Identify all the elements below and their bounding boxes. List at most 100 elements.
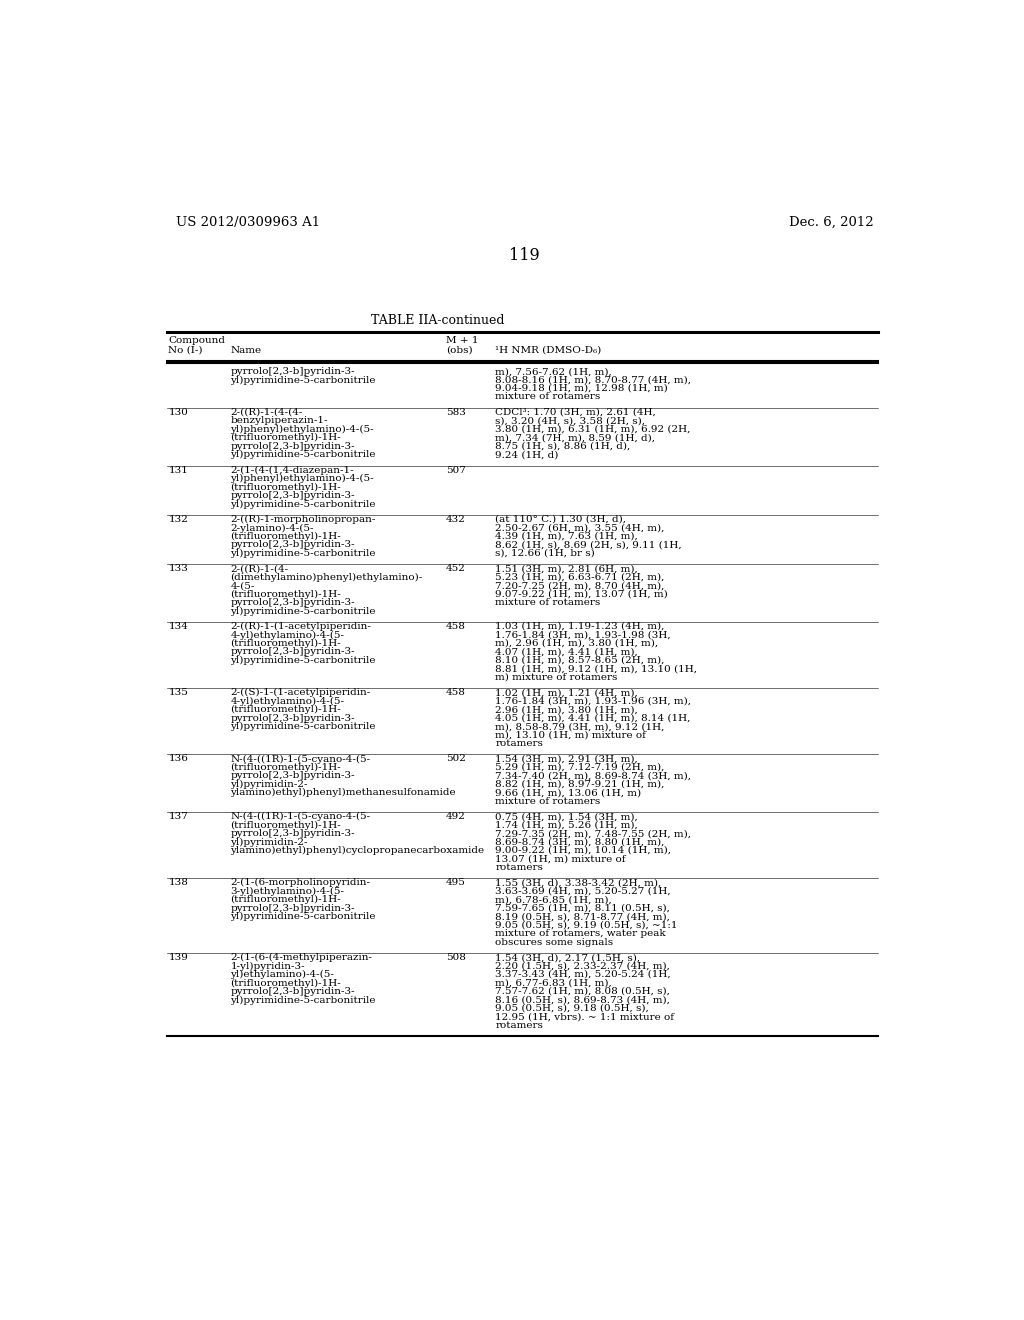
Text: 495: 495 bbox=[445, 878, 466, 887]
Text: m), 2.96 (1H, m), 3.80 (1H, m),: m), 2.96 (1H, m), 3.80 (1H, m), bbox=[496, 639, 658, 648]
Text: 2-((R)-1-morpholinopropan-: 2-((R)-1-morpholinopropan- bbox=[230, 515, 376, 524]
Text: 452: 452 bbox=[445, 564, 466, 573]
Text: 8.62 (1H, s), 8.69 (2H, s), 9.11 (1H,: 8.62 (1H, s), 8.69 (2H, s), 9.11 (1H, bbox=[496, 540, 682, 549]
Text: (obs): (obs) bbox=[445, 346, 472, 355]
Text: yl)pyrimidin-2-: yl)pyrimidin-2- bbox=[230, 838, 308, 846]
Text: 2-((R)-1-(4-(4-: 2-((R)-1-(4-(4- bbox=[230, 408, 303, 417]
Text: m), 8.58-8.79 (3H, m), 9.12 (1H,: m), 8.58-8.79 (3H, m), 9.12 (1H, bbox=[496, 722, 665, 731]
Text: 2-(1-(6-(4-methylpiperazin-: 2-(1-(6-(4-methylpiperazin- bbox=[230, 953, 373, 962]
Text: pyrrolo[2,3-b]pyridin-3-: pyrrolo[2,3-b]pyridin-3- bbox=[230, 987, 355, 995]
Text: (trifluoromethyl)-1H-: (trifluoromethyl)-1H- bbox=[230, 978, 341, 987]
Text: yl)phenyl)ethylamino)-4-(5-: yl)phenyl)ethylamino)-4-(5- bbox=[230, 425, 374, 434]
Text: No (I-): No (I-) bbox=[168, 346, 203, 355]
Text: 4-(5-: 4-(5- bbox=[230, 581, 255, 590]
Text: 131: 131 bbox=[168, 466, 188, 475]
Text: 492: 492 bbox=[445, 812, 466, 821]
Text: (trifluoromethyl)-1H-: (trifluoromethyl)-1H- bbox=[230, 590, 341, 599]
Text: (at 110° C.) 1.30 (3H, d),: (at 110° C.) 1.30 (3H, d), bbox=[496, 515, 627, 524]
Text: 7.29-7.35 (2H, m), 7.48-7.55 (2H, m),: 7.29-7.35 (2H, m), 7.48-7.55 (2H, m), bbox=[496, 829, 691, 838]
Text: US 2012/0309963 A1: US 2012/0309963 A1 bbox=[176, 216, 321, 230]
Text: yl)pyrimidine-5-carbonitrile: yl)pyrimidine-5-carbonitrile bbox=[230, 912, 376, 921]
Text: 9.66 (1H, m), 13.06 (1H, m): 9.66 (1H, m), 13.06 (1H, m) bbox=[496, 788, 641, 797]
Text: ¹H NMR (DMSO-D₆): ¹H NMR (DMSO-D₆) bbox=[496, 346, 602, 355]
Text: 8.19 (0.5H, s), 8.71-8.77 (4H, m),: 8.19 (0.5H, s), 8.71-8.77 (4H, m), bbox=[496, 912, 671, 921]
Text: 136: 136 bbox=[168, 755, 188, 763]
Text: 9.05 (0.5H, s), 9.18 (0.5H, s),: 9.05 (0.5H, s), 9.18 (0.5H, s), bbox=[496, 1003, 649, 1012]
Text: 1.54 (3H, m), 2.91 (3H, m),: 1.54 (3H, m), 2.91 (3H, m), bbox=[496, 755, 638, 763]
Text: 2-(1-(6-morpholinopyridin-: 2-(1-(6-morpholinopyridin- bbox=[230, 878, 371, 887]
Text: s), 12.66 (1H, br s): s), 12.66 (1H, br s) bbox=[496, 549, 595, 558]
Text: TABLE IIA-continued: TABLE IIA-continued bbox=[372, 314, 505, 327]
Text: (trifluoromethyl)-1H-: (trifluoromethyl)-1H- bbox=[230, 639, 341, 648]
Text: obscures some signals: obscures some signals bbox=[496, 937, 613, 946]
Text: pyrrolo[2,3-b]pyridin-3-: pyrrolo[2,3-b]pyridin-3- bbox=[230, 829, 355, 838]
Text: pyrrolo[2,3-b]pyridin-3-: pyrrolo[2,3-b]pyridin-3- bbox=[230, 714, 355, 722]
Text: pyrrolo[2,3-b]pyridin-3-: pyrrolo[2,3-b]pyridin-3- bbox=[230, 491, 355, 500]
Text: yl)pyrimidine-5-carbonitrile: yl)pyrimidine-5-carbonitrile bbox=[230, 656, 376, 665]
Text: 1.76-1.84 (3H, m), 1.93-1.96 (3H, m),: 1.76-1.84 (3H, m), 1.93-1.96 (3H, m), bbox=[496, 697, 691, 706]
Text: 458: 458 bbox=[445, 688, 466, 697]
Text: 0.75 (4H, m), 1.54 (3H, m),: 0.75 (4H, m), 1.54 (3H, m), bbox=[496, 812, 638, 821]
Text: benzylpiperazin-1-: benzylpiperazin-1- bbox=[230, 416, 328, 425]
Text: 2.50-2.67 (6H, m), 3.55 (4H, m),: 2.50-2.67 (6H, m), 3.55 (4H, m), bbox=[496, 524, 665, 532]
Text: ylamino)ethyl)phenyl)methanesulfonamide: ylamino)ethyl)phenyl)methanesulfonamide bbox=[230, 788, 456, 797]
Text: 8.08-8.16 (1H, m), 8.70-8.77 (4H, m),: 8.08-8.16 (1H, m), 8.70-8.77 (4H, m), bbox=[496, 376, 691, 384]
Text: 5.23 (1H, m), 6.63-6.71 (2H, m),: 5.23 (1H, m), 6.63-6.71 (2H, m), bbox=[496, 573, 665, 582]
Text: 1.03 (1H, m), 1.19-1.23 (4H, m),: 1.03 (1H, m), 1.19-1.23 (4H, m), bbox=[496, 622, 665, 631]
Text: (trifluoromethyl)-1H-: (trifluoromethyl)-1H- bbox=[230, 483, 341, 491]
Text: mixture of rotamers: mixture of rotamers bbox=[496, 392, 601, 401]
Text: m), 13.10 (1H, m) mixture of: m), 13.10 (1H, m) mixture of bbox=[496, 730, 646, 739]
Text: 507: 507 bbox=[445, 466, 466, 475]
Text: 8.16 (0.5H, s), 8.69-8.73 (4H, m),: 8.16 (0.5H, s), 8.69-8.73 (4H, m), bbox=[496, 995, 671, 1005]
Text: 4.07 (1H, m), 4.41 (1H, m),: 4.07 (1H, m), 4.41 (1H, m), bbox=[496, 647, 638, 656]
Text: yl)pyrimidine-5-carbonitrile: yl)pyrimidine-5-carbonitrile bbox=[230, 549, 376, 558]
Text: 7.59-7.65 (1H, m), 8.11 (0.5H, s),: 7.59-7.65 (1H, m), 8.11 (0.5H, s), bbox=[496, 904, 671, 912]
Text: 8.82 (1H, m), 8.97-9.21 (1H, m),: 8.82 (1H, m), 8.97-9.21 (1H, m), bbox=[496, 780, 665, 789]
Text: 139: 139 bbox=[168, 953, 188, 962]
Text: 4.05 (1H, m), 4.41 (1H, m), 8.14 (1H,: 4.05 (1H, m), 4.41 (1H, m), 8.14 (1H, bbox=[496, 714, 691, 722]
Text: 8.10 (1H, m), 8.57-8.65 (2H, m),: 8.10 (1H, m), 8.57-8.65 (2H, m), bbox=[496, 656, 665, 665]
Text: s), 3.20 (4H, s), 3.58 (2H, s),: s), 3.20 (4H, s), 3.58 (2H, s), bbox=[496, 416, 645, 425]
Text: 135: 135 bbox=[168, 688, 188, 697]
Text: Compound: Compound bbox=[168, 337, 225, 346]
Text: 7.20-7.25 (2H, m), 8.70 (4H, m),: 7.20-7.25 (2H, m), 8.70 (4H, m), bbox=[496, 581, 665, 590]
Text: (trifluoromethyl)-1H-: (trifluoromethyl)-1H- bbox=[230, 532, 341, 541]
Text: yl)pyrimidine-5-carbonitrile: yl)pyrimidine-5-carbonitrile bbox=[230, 450, 376, 459]
Text: 2-((R)-1-(1-acetylpiperidin-: 2-((R)-1-(1-acetylpiperidin- bbox=[230, 622, 371, 631]
Text: 3.37-3.43 (4H, m), 5.20-5.24 (1H,: 3.37-3.43 (4H, m), 5.20-5.24 (1H, bbox=[496, 970, 671, 979]
Text: (trifluoromethyl)-1H-: (trifluoromethyl)-1H- bbox=[230, 705, 341, 714]
Text: mixture of rotamers: mixture of rotamers bbox=[496, 598, 601, 607]
Text: 5.29 (1H, m), 7.12-7.19 (2H, m),: 5.29 (1H, m), 7.12-7.19 (2H, m), bbox=[496, 763, 665, 772]
Text: 1.55 (3H, d), 3.38-3.42 (2H, m),: 1.55 (3H, d), 3.38-3.42 (2H, m), bbox=[496, 878, 662, 887]
Text: ylamino)ethyl)phenyl)cyclopropanecarboxamide: ylamino)ethyl)phenyl)cyclopropanecarboxa… bbox=[230, 846, 484, 855]
Text: 9.00-9.22 (1H, m), 10.14 (1H, m),: 9.00-9.22 (1H, m), 10.14 (1H, m), bbox=[496, 846, 672, 855]
Text: (trifluoromethyl)-1H-: (trifluoromethyl)-1H- bbox=[230, 763, 341, 772]
Text: yl)pyrimidine-5-carbonitrile: yl)pyrimidine-5-carbonitrile bbox=[230, 499, 376, 508]
Text: yl)pyrimidine-5-carbonitrile: yl)pyrimidine-5-carbonitrile bbox=[230, 722, 376, 731]
Text: 1.02 (1H, m), 1.21 (4H, m),: 1.02 (1H, m), 1.21 (4H, m), bbox=[496, 688, 638, 697]
Text: 137: 137 bbox=[168, 812, 188, 821]
Text: 12.95 (1H, vbrs). ~ 1:1 mixture of: 12.95 (1H, vbrs). ~ 1:1 mixture of bbox=[496, 1012, 675, 1022]
Text: 2-ylamino)-4-(5-: 2-ylamino)-4-(5- bbox=[230, 524, 313, 532]
Text: 119: 119 bbox=[509, 247, 541, 264]
Text: 4.39 (1H, m), 7.63 (1H, m),: 4.39 (1H, m), 7.63 (1H, m), bbox=[496, 532, 638, 541]
Text: pyrrolo[2,3-b]pyridin-3-: pyrrolo[2,3-b]pyridin-3- bbox=[230, 598, 355, 607]
Text: 3-yl)ethylamino)-4-(5-: 3-yl)ethylamino)-4-(5- bbox=[230, 887, 344, 896]
Text: 508: 508 bbox=[445, 953, 466, 962]
Text: N-(4-((1R)-1-(5-cyano-4-(5-: N-(4-((1R)-1-(5-cyano-4-(5- bbox=[230, 755, 371, 763]
Text: Dec. 6, 2012: Dec. 6, 2012 bbox=[788, 216, 873, 230]
Text: 2-((S)-1-(1-acetylpiperidin-: 2-((S)-1-(1-acetylpiperidin- bbox=[230, 688, 371, 697]
Text: 1.54 (3H, d), 2.17 (1.5H, s),: 1.54 (3H, d), 2.17 (1.5H, s), bbox=[496, 953, 640, 962]
Text: m) mixture of rotamers: m) mixture of rotamers bbox=[496, 673, 617, 681]
Text: yl)phenyl)ethylamino)-4-(5-: yl)phenyl)ethylamino)-4-(5- bbox=[230, 474, 374, 483]
Text: 1.76-1.84 (3H, m), 1.93-1.98 (3H,: 1.76-1.84 (3H, m), 1.93-1.98 (3H, bbox=[496, 631, 671, 639]
Text: pyrrolo[2,3-b]pyridin-3-: pyrrolo[2,3-b]pyridin-3- bbox=[230, 442, 355, 450]
Text: yl)ethylamino)-4-(5-: yl)ethylamino)-4-(5- bbox=[230, 970, 334, 979]
Text: 4-yl)ethylamino)-4-(5-: 4-yl)ethylamino)-4-(5- bbox=[230, 631, 344, 639]
Text: 130: 130 bbox=[168, 408, 188, 417]
Text: yl)pyrimidine-5-carbonitrile: yl)pyrimidine-5-carbonitrile bbox=[230, 995, 376, 1005]
Text: 1.74 (1H, m), 5.26 (1H, m),: 1.74 (1H, m), 5.26 (1H, m), bbox=[496, 821, 638, 829]
Text: yl)pyrimidine-5-carbonitrile: yl)pyrimidine-5-carbonitrile bbox=[230, 607, 376, 615]
Text: 502: 502 bbox=[445, 755, 466, 763]
Text: rotamers: rotamers bbox=[496, 1020, 543, 1030]
